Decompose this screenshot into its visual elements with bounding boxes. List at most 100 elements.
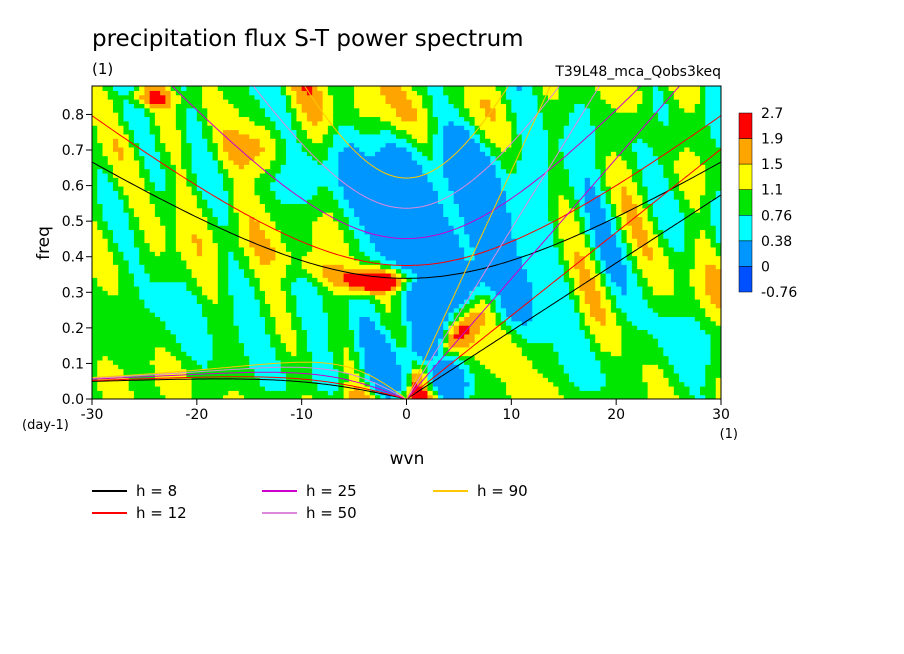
heatmap-cell [254,320,261,326]
heatmap-cell [354,268,360,274]
heatmap-cell [348,325,355,331]
heatmap-cell [160,381,166,387]
heatmap-cell [595,394,602,399]
heatmap-cell [207,394,214,399]
heatmap-cell [411,342,418,348]
heatmap-cell [306,225,313,231]
heatmap-cell [364,294,371,300]
heatmap-cell [589,259,596,265]
heatmap-cell [202,255,208,261]
heatmap-cell [296,342,303,348]
heatmap-cell [123,281,130,287]
heatmap-cell [658,220,664,226]
heatmap-cell [102,372,109,378]
heatmap-cell [317,303,324,309]
heatmap-cell [364,268,371,274]
heatmap-cell [631,351,638,357]
heatmap-cell [212,329,219,335]
heatmap-cell [207,299,214,304]
heatmap-cell [212,251,219,257]
heatmap-cell [181,281,187,287]
heatmap-cell [490,329,497,335]
heatmap-cell [448,246,455,252]
heatmap-cell [537,385,544,391]
heatmap-cell [689,268,696,274]
heatmap-cell [605,277,612,283]
heatmap-cell [317,251,324,257]
heatmap-cell [139,246,146,252]
heatmap-cell [542,246,549,252]
heatmap-cell [464,377,470,383]
heatmap-cell [673,290,680,296]
heatmap-cell [474,259,481,265]
heatmap-cell [432,233,439,239]
heatmap-cell [364,325,371,331]
heatmap-cell [291,285,298,291]
heatmap-cell [668,281,675,287]
heatmap-cell [175,277,182,283]
heatmap-cell [338,394,345,399]
heatmap-cell [102,294,109,300]
heatmap-cell [715,259,721,265]
heatmap-cell [139,285,146,291]
heatmap-cell [406,303,413,309]
heatmap-cell [443,255,450,261]
heatmap-cell [474,338,481,344]
heatmap-cell [453,238,460,244]
heatmap-cell [443,312,450,318]
heatmap-cell [102,277,109,283]
heatmap-cell [202,333,208,339]
heatmap-cell [107,385,114,391]
heatmap-cell [112,299,119,304]
heatmap-cell [422,246,429,252]
heatmap-cell [679,346,685,352]
heatmap-cell [631,364,638,370]
heatmap-cell [527,355,533,361]
heatmap-cell [495,342,502,348]
heatmap-cell [118,251,125,257]
heatmap-cell [705,355,712,361]
heatmap-cell [464,251,470,257]
heatmap-cell [469,372,476,378]
heatmap-cell [348,333,355,339]
heatmap-cell [511,229,518,235]
heatmap-cell [270,290,277,296]
heatmap-cell [327,238,334,244]
heatmap-cell [369,242,376,248]
heatmap-cell [406,385,413,391]
heatmap-cell [296,299,303,304]
heatmap-cell [327,242,334,248]
heatmap-cell [568,320,575,326]
heatmap-cell [495,307,502,313]
heatmap-cell [249,259,256,265]
heatmap-cell [705,316,712,322]
heatmap-cell [254,342,261,348]
chart-title: precipitation flux S-T power spectrum [92,26,524,52]
heatmap-cell [532,377,539,383]
heatmap-cell [149,264,156,270]
heatmap-cell [327,346,334,352]
heatmap-cell [92,390,98,396]
heatmap-cell [500,268,507,274]
heatmap-cell [621,394,628,399]
heatmap-cell [406,268,413,274]
heatmap-cell [238,229,245,235]
heatmap-cell [589,233,596,239]
heatmap-cell [202,303,208,309]
heatmap-cell [579,394,586,399]
heatmap-cell [228,303,235,309]
heatmap-cell [186,259,193,265]
heatmap-cell [548,355,554,361]
heatmap-cell [149,346,156,352]
heatmap-cell [118,272,125,278]
heatmap-cell [280,342,287,348]
heatmap-cell [181,385,187,391]
heatmap-cell [621,290,628,296]
heatmap-cell [280,368,287,374]
heatmap-cell [689,325,696,331]
heatmap-cell [506,390,512,396]
heatmap-cell [511,355,518,361]
heatmap-cell [500,346,507,352]
heatmap-cell [380,281,387,287]
heatmap-cell [574,294,581,300]
